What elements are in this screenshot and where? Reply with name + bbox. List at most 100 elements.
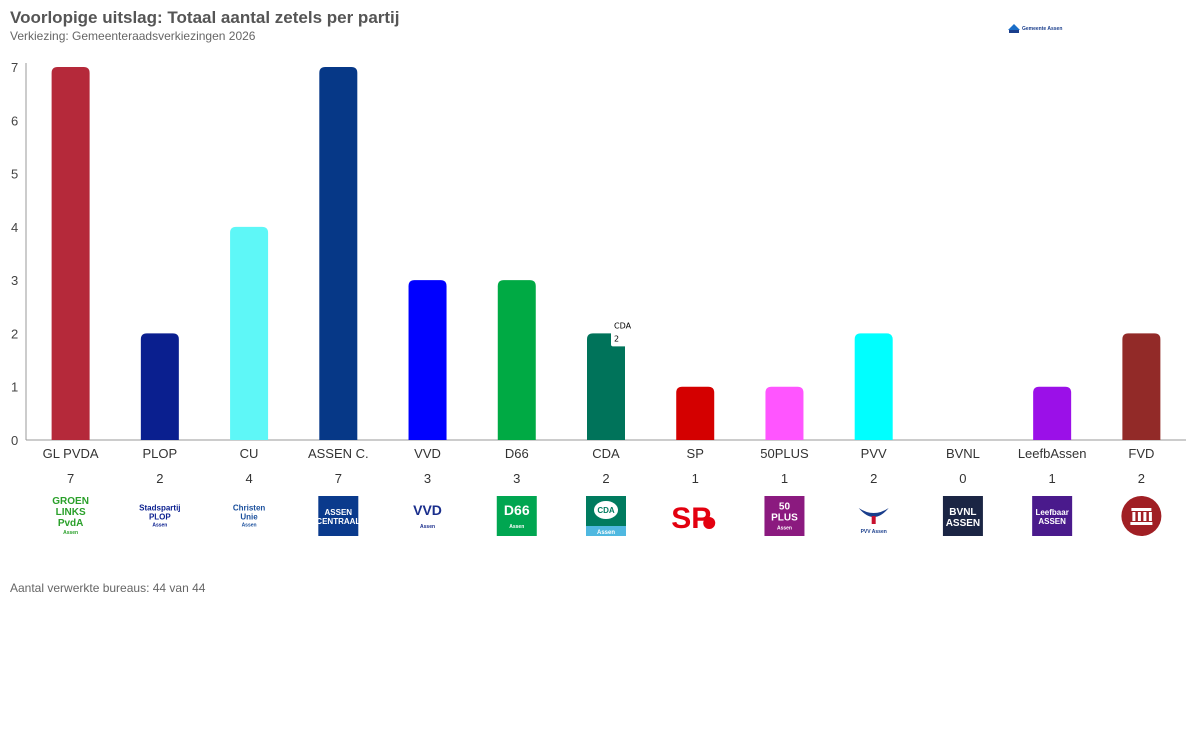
- logo-sub-text: Assen: [420, 524, 435, 530]
- cda-logo-text: CDA: [597, 506, 615, 515]
- pvv-logo-text: PVV Assen: [861, 529, 887, 535]
- y-tick-label: 2: [11, 326, 18, 341]
- footer-text: Aantal verwerkte bureaus: 44 van 44: [10, 581, 206, 595]
- bar[interactable]: [587, 333, 625, 440]
- christenunie-logo: [229, 496, 270, 536]
- vvd-logo: [407, 496, 448, 536]
- category-label: BVNL: [946, 446, 980, 461]
- value-label: 0: [959, 471, 966, 486]
- fvd-logo: [1121, 496, 1162, 536]
- logo-text-line: PvdA: [58, 518, 84, 529]
- logo-text-line: ASSEN: [1038, 517, 1066, 526]
- gemeente-assen-icon: [1008, 24, 1020, 33]
- logo-text-line: Christen: [233, 504, 266, 513]
- logo-text-line: Unie: [240, 513, 258, 522]
- category-label: D66: [505, 446, 529, 461]
- logo-text-line: LINKS: [56, 507, 86, 518]
- bvnl-logo: [942, 496, 983, 536]
- bar[interactable]: [408, 280, 447, 440]
- bar[interactable]: [140, 333, 179, 440]
- logo-text-line: PLUS: [771, 513, 798, 524]
- value-label: 1: [781, 471, 788, 486]
- cda-leaf-icon: [594, 501, 618, 519]
- category-label: FVD: [1128, 446, 1154, 461]
- logo-text-line: ASSEN: [325, 508, 353, 517]
- pvv-bird-body-icon: [871, 516, 876, 524]
- value-label: 7: [335, 471, 342, 486]
- tooltip-party: CDA: [614, 321, 632, 330]
- cda-logo-sub: Assen: [597, 530, 615, 536]
- logo-text-line: Leefbaar: [1035, 508, 1068, 517]
- bar[interactable]: [1122, 333, 1161, 440]
- logo-text-line: D66: [504, 502, 530, 518]
- sp-tomato-icon: [703, 517, 716, 529]
- sp-logo: [675, 496, 716, 536]
- value-label: 4: [245, 471, 252, 486]
- cda-logo-band: [586, 526, 626, 536]
- y-tick-label: 7: [11, 60, 18, 75]
- logo-sub-text: Assen: [63, 530, 78, 536]
- value-label: 2: [156, 471, 163, 486]
- logo-sub-text: Assen: [242, 523, 257, 529]
- groenlinks-pvda-logo: [50, 496, 91, 536]
- value-label: 1: [692, 471, 699, 486]
- logo-sub-text: Assen: [509, 524, 524, 530]
- bar[interactable]: [765, 386, 804, 440]
- bar[interactable]: [319, 67, 358, 440]
- category-label: ASSEN C.: [308, 446, 369, 461]
- sp-logo-text: SP: [671, 502, 711, 535]
- fvd-temple-column-icon: [1137, 512, 1141, 521]
- category-label: CU: [240, 446, 259, 461]
- logo-text-line: VVD: [413, 502, 442, 518]
- logo-sub-text: Assen: [777, 526, 792, 532]
- category-label: SP: [687, 446, 704, 461]
- category-label: PVV: [861, 446, 887, 461]
- bar[interactable]: [676, 386, 715, 440]
- fvd-temple-column-icon: [1132, 512, 1136, 521]
- category-label: GL PVDA: [43, 446, 99, 461]
- value-label: 7: [67, 471, 74, 486]
- chart-title: Voorlopige uitslag: Totaal aantal zetels…: [10, 8, 400, 27]
- assen-centraal-logo: [318, 496, 359, 536]
- brand-logo: Gemeente Assen: [1008, 24, 1062, 34]
- bar[interactable]: [854, 333, 893, 440]
- brand-text: Gemeente Assen: [1022, 26, 1063, 32]
- y-tick-label: 3: [11, 273, 18, 288]
- bar[interactable]: [51, 67, 90, 440]
- logo-text-line: GROEN: [52, 496, 89, 507]
- bar[interactable]: [497, 280, 536, 440]
- value-label: 3: [424, 471, 431, 486]
- fvd-temple-column-icon: [1143, 512, 1147, 521]
- fvd-temple-roof-icon: [1131, 508, 1152, 511]
- category-label: 50PLUS: [760, 446, 809, 461]
- tooltip-value: 2: [614, 334, 619, 343]
- tooltip-box: [611, 319, 635, 347]
- y-tick-label: 5: [11, 167, 18, 182]
- 50plus-logo: [764, 496, 805, 536]
- value-label: 2: [602, 471, 609, 486]
- value-label: 1: [1049, 471, 1056, 486]
- logo-text-line: Stadspartij: [139, 504, 180, 513]
- y-tick-label: 1: [11, 380, 18, 395]
- value-label: 2: [870, 471, 877, 486]
- value-label: 2: [1138, 471, 1145, 486]
- category-label: CDA: [592, 446, 620, 461]
- bar[interactable]: [230, 226, 269, 440]
- fvd-temple-column-icon: [1148, 512, 1152, 521]
- logo-text-line: PLOP: [149, 513, 171, 522]
- fvd-temple-base-icon: [1130, 522, 1153, 525]
- category-label: LeefbAssen: [1018, 446, 1087, 461]
- bar[interactable]: [1033, 386, 1072, 440]
- logo-text-line: ASSEN: [946, 518, 980, 529]
- y-tick-label: 6: [11, 113, 18, 128]
- y-tick-label: 4: [11, 220, 18, 235]
- d66-logo: [496, 496, 537, 536]
- category-label: PLOP: [143, 446, 178, 461]
- leefbaar-assen-logo: [1032, 496, 1073, 536]
- y-tick-label: 0: [11, 433, 18, 448]
- category-label: VVD: [414, 446, 441, 461]
- pvv-bird-icon: [858, 508, 889, 517]
- plop-logo: [139, 496, 180, 536]
- logo-sub-text: Assen: [152, 523, 167, 529]
